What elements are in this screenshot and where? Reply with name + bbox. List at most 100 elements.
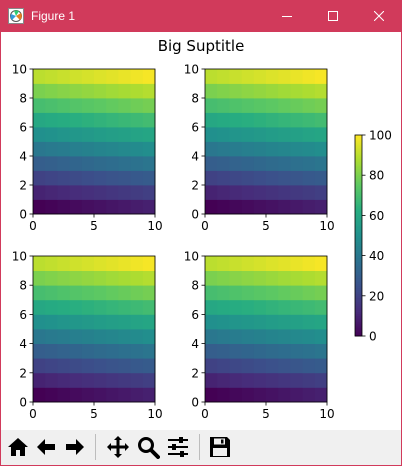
heatmap-cell [241,314,255,330]
heatmap-cell [253,270,267,286]
heatmap-cell [314,343,328,359]
x-tick-label: 5 [90,219,98,233]
heatmap-cell [69,185,83,200]
heatmap-cell [302,299,316,315]
save-button[interactable] [206,433,234,461]
heatmap-cell [81,270,95,286]
matplotlib-app-icon [8,8,24,24]
heatmap-cell [253,112,267,128]
maximize-button[interactable] [310,0,356,32]
heatmap-cell [278,141,291,157]
heatmap-cell [302,199,316,215]
configure-subplots-button[interactable] [164,433,192,461]
heatmap-cell [302,314,316,330]
y-tick-label: 8 [191,92,199,106]
colorbar-segment [355,217,362,220]
heatmap-cell [142,69,156,84]
heatmap-cell [290,199,303,215]
heatmap-cell [142,127,156,142]
heatmap-cell [45,285,58,301]
heatmap-cell [229,314,242,330]
heatmap-cell [302,141,316,157]
heatmap-cell [278,83,291,99]
back-button[interactable] [32,433,60,461]
heatmap-cell [130,156,144,171]
heatmap-cell [266,199,279,215]
heatmap-cell [45,343,58,359]
subplot-bottom-right: 0 5 10 0 2 4 6 8 10 [184,250,335,422]
heatmap-cell [94,387,107,403]
heatmap-cell [106,141,119,157]
heatmap-cell [130,127,144,142]
colorbar-segment [355,243,362,247]
colorbar-segment [355,145,362,148]
heatmap-cell [57,270,70,286]
heatmap-cell [229,372,242,388]
heatmap-cell [229,358,242,374]
heatmap-cell [33,156,46,171]
arrow-right-icon [66,439,84,455]
heatmap-cell [302,170,316,186]
heatmap-cell [205,112,218,128]
heatmap-cell [94,156,107,171]
heatmap-cell [205,329,218,344]
heatmap-cell [229,141,242,157]
colorbar-segment [355,253,362,257]
heatmap-cell [253,69,267,84]
heatmap-cell [57,83,70,99]
heatmap-cell [205,343,218,359]
heatmap-cell [142,170,156,186]
heatmap-cell [33,372,46,388]
heatmap-cell [302,387,316,403]
heatmap-cell [229,199,242,215]
home-button[interactable] [4,433,32,461]
heatmap-cell [69,98,83,113]
heatmap-cell [81,98,95,113]
heatmap-cell [314,112,328,128]
heatmap-cell [33,285,46,301]
heatmap-cell [45,170,58,186]
figure-suptitle: Big Suptitle [158,37,245,55]
title-bar[interactable]: Figure 1 [0,0,402,32]
heatmap-cell [130,69,144,84]
figure-canvas[interactable]: Big Suptitle 0 5 10 0 2 4 6 8 10 0 5 10 0 2 4 6 8 10 0 5 10 0… [1,32,401,430]
y-tick-label: 10 [184,63,199,77]
heatmap-cell [94,343,107,359]
heatmap-cell [81,141,95,157]
colorbar-frame [354,134,363,337]
heatmap-cell [302,127,316,142]
heatmap-cell [69,83,83,99]
heatmap-cell [278,98,291,113]
heatmap-cell [253,185,267,200]
zoom-button[interactable] [134,433,162,461]
heatmap-cell [118,329,131,344]
heatmap-cell [314,170,328,186]
colorbar-segment [355,181,362,184]
colorbar-segment [355,283,362,287]
heatmap-cell [45,329,58,344]
heatmap-cell [57,156,70,171]
close-button[interactable] [356,0,402,32]
heatmap-cell [106,343,119,359]
heatmap-cell [118,256,131,271]
heatmap-cell [69,372,83,388]
pan-button[interactable] [104,433,132,461]
heatmap-cell [217,256,230,271]
heatmap-cell [106,285,119,301]
heatmap-cell [69,314,83,330]
heatmap-cell [205,98,218,113]
minimize-button[interactable] [264,0,310,32]
heatmap-cell [33,69,46,84]
heatmap-cell [241,69,255,84]
heatmap-cell [266,185,279,200]
forward-button[interactable] [61,433,89,461]
heatmap-cell [217,170,230,186]
heatmap-cell [241,141,255,157]
heatmap-cell [205,372,218,388]
heatmap-cell [69,69,83,84]
heatmap-cell [45,112,58,128]
heatmap-cell [217,69,230,84]
y-tick-label: 2 [191,366,199,380]
colorbar-segment [355,165,362,168]
heatmap-cell [130,112,144,128]
